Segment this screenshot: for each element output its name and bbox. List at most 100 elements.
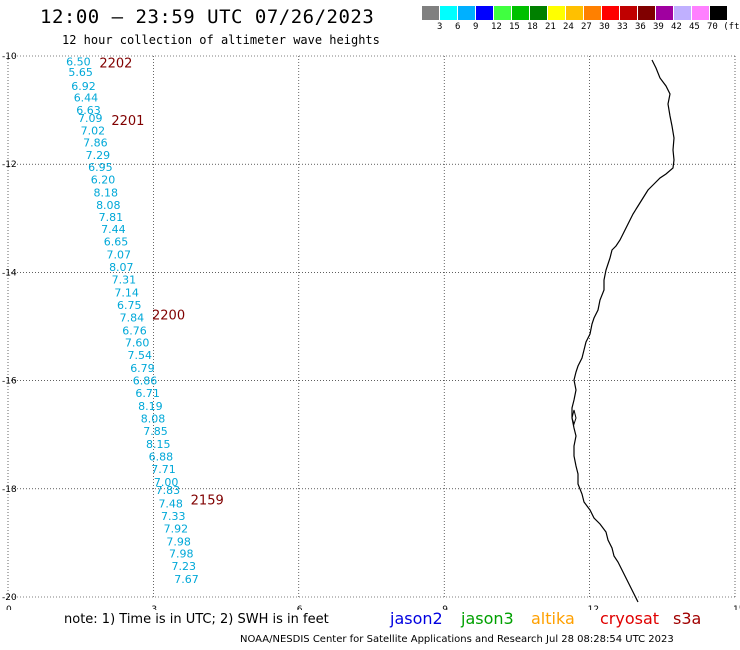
colorbar-label: 42 [671,22,682,32]
swh-value: 7.92 [164,522,189,535]
lon-tick-label: 15 [733,605,740,610]
swh-value: 7.98 [169,548,194,561]
lon-tick-label: 12 [588,605,599,610]
swh-value: 7.81 [99,211,124,224]
swh-value: 8.08 [96,199,121,212]
swh-value: 7.14 [114,286,139,299]
colorbar-label: 6 [455,22,461,32]
swh-value: 6.92 [71,80,96,93]
swh-value: 7.31 [112,273,137,286]
mission-altika: altika [531,609,575,628]
swh-value: 6.20 [91,173,116,186]
swh-value: 7.86 [83,137,108,150]
credit-line: NOAA/NESDIS Center for Satellite Applica… [240,634,674,645]
colorbar-swatch [674,6,691,20]
swh-value: 7.98 [166,535,191,548]
colorbar-swatch [548,6,565,20]
lat-tick-label: -20 [2,593,17,603]
swh-value: 7.48 [158,497,183,510]
swh-value: 8.07 [109,261,134,274]
colorbar-swatch [710,6,727,20]
colorbar-swatch [476,6,493,20]
colorbar-label: 45 [689,22,700,32]
colorbar-swatch [422,6,439,20]
lat-tick-label: -10 [2,52,17,62]
colorbar-swatch [494,6,511,20]
pass-time-label: 2159 [191,494,224,509]
map-grid [7,55,736,598]
lon-tick-label: 9 [442,605,448,610]
altimeter-map: -10 -12 -14 -16 -18 -20 0 3 6 9 12 15 6.505.656.926… [2,52,740,610]
coastline [571,59,675,603]
swh-value: 6.88 [149,450,174,463]
colorbar-swatch [620,6,637,20]
mission-cryosat: cryosat [600,609,660,628]
colorbar-swatch [656,6,673,20]
colorbar-label: 33 [617,22,628,32]
colorbar-label: 24 [563,22,574,32]
colorbar-swatch [602,6,619,20]
colorbar-label: 39 [653,22,664,32]
pass-times: 2202 2201 2200 2159 [99,56,223,508]
colorbar-swatch [512,6,529,20]
map-title: 12:00 – 23:59 UTC 07/26/2023 [40,6,375,28]
swh-value: 8.08 [141,412,166,425]
map-subtitle: 12 hour collection of altimeter wave hei… [62,33,380,47]
lat-tick-label: -16 [2,377,17,387]
coastline-inlet [571,409,577,426]
swh-value: 7.23 [172,560,197,573]
colorbar-label: 70 (ft) [707,22,740,32]
swh-value: 8.19 [138,400,163,413]
swh-value: 7.44 [101,223,126,236]
colorbar-swatch [638,6,655,20]
lat-tick-label: -12 [2,160,17,170]
lon-tick-label: 3 [151,605,157,610]
swh-value: 7.09 [78,112,103,125]
swh-value: 6.76 [122,324,147,337]
colorbar-label: 12 [491,22,502,32]
swh-value: 7.07 [106,249,131,262]
colorbar-swatch [458,6,475,20]
pass-time-label: 2201 [111,114,144,129]
swh-value: 7.54 [127,349,152,362]
lat-tick-label: -18 [2,485,17,495]
colorbar-label: 27 [581,22,592,32]
swh-value: 6.75 [117,299,142,312]
swh-value: 7.00 [154,476,179,489]
swh-value: 6.44 [74,92,99,105]
swh-value: 7.33 [161,510,186,523]
axis-ticks: -10 -12 -14 -16 -18 -20 0 3 6 9 12 15 [2,52,740,610]
pass-time-label: 2202 [99,56,132,71]
swh-value: 7.84 [120,311,145,324]
swh-value: 7.71 [151,463,176,476]
lat-tick-label: -14 [2,268,17,278]
colorbar-swatch [530,6,547,20]
swh-value: 6.95 [88,161,113,174]
swh-value: 6.63 [76,104,101,117]
swh-value: 7.85 [143,425,168,438]
mission-jason2: jason2 [390,609,443,628]
mission-jason3: jason3 [461,609,514,628]
colorbar-label: 3 [437,22,443,32]
swh-value: 6.71 [135,387,160,400]
colorbar-label: 9 [473,22,479,32]
colorbar-swatch [440,6,457,20]
swh-value: 8.18 [93,186,118,199]
swh-value: 6.65 [104,236,129,249]
swh-value: 8.15 [146,438,171,451]
swh-value: 6.86 [133,375,158,388]
swh-value: 7.60 [125,337,150,350]
colorbar-label: 15 [509,22,520,32]
lon-tick-label: 0 [6,605,12,610]
lon-tick-label: 6 [297,605,303,610]
colorbar-label: 18 [527,22,538,32]
mission-s3a: s3a [673,609,702,628]
colorbar-swatch [584,6,601,20]
swh-value: 7.67 [174,573,199,586]
swh-values: 6.505.656.926.446.637.097.027.867.296.95… [66,55,199,586]
swh-value: 6.50 [66,55,91,68]
colorbar-swatch [692,6,709,20]
colorbar-label: 36 [635,22,646,32]
colorbar-label: 30 [599,22,610,32]
swh-value: 7.02 [81,125,106,138]
